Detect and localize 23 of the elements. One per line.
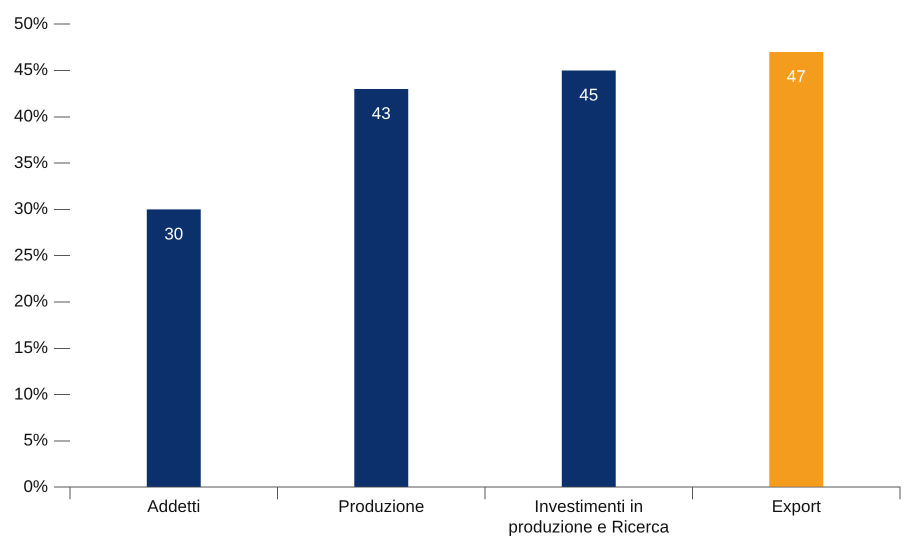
y-tick-label: 5% — [23, 430, 48, 450]
bar — [146, 209, 201, 487]
data-label: 47 — [786, 67, 806, 86]
x-tick-label: Produzione — [338, 497, 424, 516]
data-label: 30 — [164, 224, 184, 244]
y-tick-label: 40% — [14, 106, 48, 126]
y-tick-label: 10% — [14, 384, 48, 404]
y-tick-label: 30% — [14, 199, 48, 218]
y-tick-label: 25% — [14, 245, 48, 264]
y-tick-label: 20% — [14, 292, 48, 311]
data-label: 45 — [579, 86, 598, 105]
data-label: 43 — [372, 104, 391, 124]
y-tick-label: 15% — [14, 338, 48, 357]
x-tick-label: Addetti — [147, 497, 200, 516]
y-tick-label: 50% — [14, 14, 48, 33]
bar — [769, 52, 824, 487]
y-tick-label: 35% — [14, 152, 48, 172]
y-tick-label: 45% — [14, 60, 48, 80]
y-tick-label: 0% — [23, 476, 48, 496]
bar — [354, 89, 408, 487]
x-tick-label: Investimenti in produzione e Ricerca — [508, 497, 670, 536]
bar — [562, 70, 616, 487]
x-tick-label: Export — [772, 497, 822, 516]
